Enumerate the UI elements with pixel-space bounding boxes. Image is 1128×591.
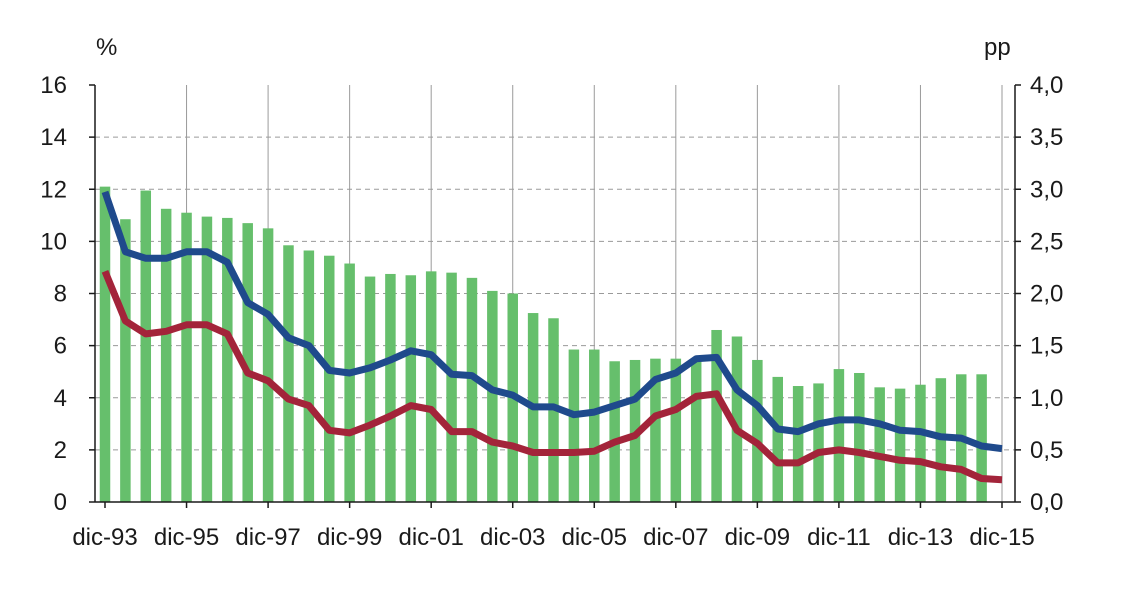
bar [262,228,274,502]
x-tick-label: dic-15 [969,524,1034,551]
x-tick-label: dic-95 [154,524,219,551]
right-tick-label: 3,0 [1030,176,1063,203]
bar [690,359,702,502]
bar [324,255,335,502]
bar [140,190,152,502]
left-tick-label: 6 [54,333,67,360]
bar [670,358,682,502]
bar [405,275,417,502]
bar [609,361,620,502]
x-tick-label: dic-93 [72,524,137,551]
bar [466,277,478,502]
bar [201,216,213,502]
left-tick-label: 8 [54,281,67,308]
x-tick-label: dic-05 [562,524,627,551]
bar [792,386,804,502]
bar [833,369,845,502]
x-tick-label: dic-13 [888,524,953,551]
series-line-red [101,269,1003,484]
right-tick-label: 3,5 [1030,124,1063,151]
right-tick-label: 0,5 [1030,437,1063,464]
right-tick-label: 4,0 [1030,72,1063,99]
series-line-blue [101,190,1003,453]
axes [89,84,1021,508]
left-tick-label: 14 [40,124,67,151]
bar [344,263,355,502]
left-tick-label: 2 [54,437,67,464]
bar [731,336,743,502]
x-tick-label: dic-09 [725,524,790,551]
bar [120,219,131,503]
bar [242,223,253,502]
x-tick-label: dic-99 [317,524,382,551]
bar [99,186,111,503]
bar [364,276,376,502]
bar [181,212,192,503]
left-tick-label: 4 [54,385,67,412]
bar [487,290,498,502]
right-tick-label: 2,5 [1030,228,1063,255]
bar [283,245,294,503]
bar [222,217,233,502]
line-series [101,190,1003,484]
bar [385,273,396,502]
x-tick-label: dic-97 [235,524,300,551]
left-tick-label: 0 [54,489,67,516]
bar [813,383,824,502]
right-tick-label: 1,0 [1030,385,1063,412]
x-tick-label: dic-07 [643,524,708,551]
bar [894,388,906,502]
right-axis-unit: pp [984,34,1011,61]
bar [425,271,437,502]
left-tick-label: 16 [40,72,67,99]
bar [650,358,661,502]
x-tick-label: dic-01 [398,524,463,551]
bar-series [99,186,987,503]
left-tick-label: 10 [40,228,67,255]
bar [772,376,783,502]
right-tick-label: 1,5 [1030,333,1063,360]
bar [303,250,315,502]
bar [874,387,885,502]
bar [568,349,580,502]
bar [160,208,172,502]
bar [752,359,763,502]
x-tick-label: dic-11 [807,524,871,551]
left-axis-unit: % [96,34,117,61]
bar [854,372,865,502]
tick-labels: 0 2 4 6 8 10 12 14 16 0,0 0,5 1,0 1,5 2,0 2,5 3,0 3,5 4,0… [40,72,1063,551]
right-tick-label: 0,0 [1030,489,1063,516]
left-tick-label: 12 [40,176,67,203]
x-tick-label: dic-03 [480,524,545,551]
bar [915,384,926,502]
right-tick-label: 2,0 [1030,281,1063,308]
bar [589,349,600,502]
bar [976,374,987,502]
bar [446,272,457,502]
bar [711,329,722,502]
